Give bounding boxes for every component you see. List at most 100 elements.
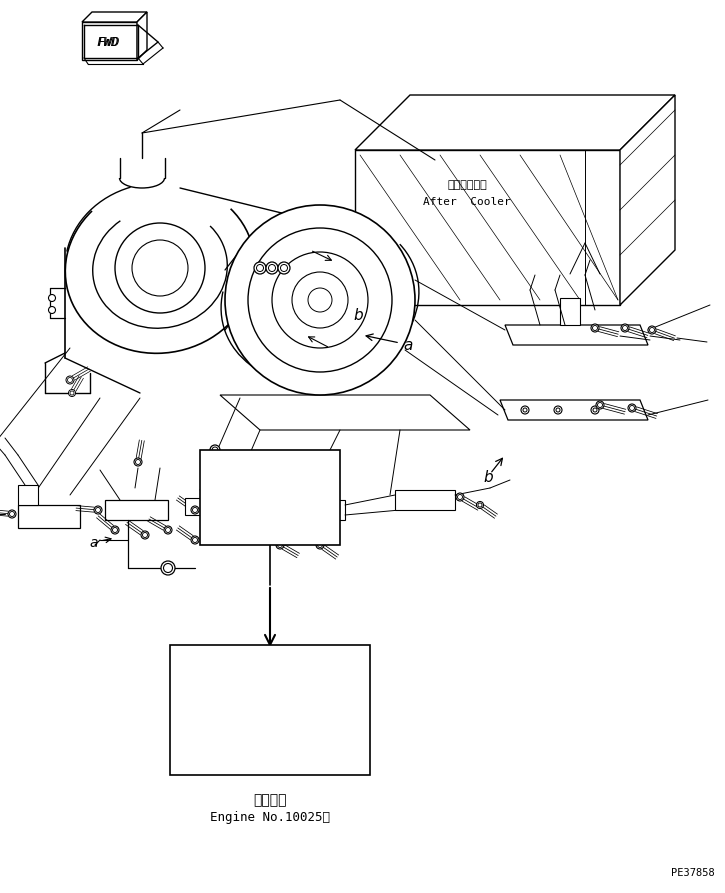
Circle shape bbox=[225, 205, 415, 395]
Polygon shape bbox=[18, 485, 38, 505]
Circle shape bbox=[191, 506, 199, 514]
Polygon shape bbox=[137, 12, 147, 60]
Circle shape bbox=[49, 306, 56, 313]
Circle shape bbox=[621, 324, 629, 332]
Text: FWD: FWD bbox=[96, 36, 119, 48]
Circle shape bbox=[233, 480, 247, 494]
Circle shape bbox=[210, 473, 220, 483]
Polygon shape bbox=[185, 498, 245, 515]
Circle shape bbox=[9, 512, 14, 516]
Circle shape bbox=[132, 240, 188, 296]
Circle shape bbox=[223, 538, 228, 543]
Circle shape bbox=[650, 328, 655, 332]
Circle shape bbox=[266, 262, 278, 274]
Circle shape bbox=[161, 561, 175, 575]
Text: a: a bbox=[89, 536, 98, 550]
Text: a: a bbox=[403, 338, 413, 353]
Circle shape bbox=[115, 223, 205, 313]
Circle shape bbox=[164, 563, 173, 572]
Circle shape bbox=[292, 272, 348, 328]
Circle shape bbox=[276, 541, 284, 549]
Circle shape bbox=[193, 538, 197, 543]
Circle shape bbox=[191, 536, 199, 544]
Circle shape bbox=[278, 262, 290, 274]
Circle shape bbox=[96, 507, 101, 513]
Circle shape bbox=[212, 692, 228, 708]
Circle shape bbox=[593, 408, 597, 412]
Circle shape bbox=[112, 528, 117, 532]
Circle shape bbox=[316, 506, 324, 514]
Circle shape bbox=[70, 391, 74, 395]
Circle shape bbox=[165, 528, 170, 532]
Polygon shape bbox=[355, 150, 620, 305]
Circle shape bbox=[308, 288, 332, 312]
Text: FWD: FWD bbox=[98, 37, 120, 49]
Circle shape bbox=[49, 295, 56, 302]
Circle shape bbox=[268, 264, 276, 271]
Bar bbox=[170, 645, 370, 775]
Circle shape bbox=[318, 543, 323, 547]
Text: 適用号機: 適用号機 bbox=[253, 793, 287, 807]
Circle shape bbox=[66, 376, 74, 384]
Circle shape bbox=[623, 326, 628, 330]
Circle shape bbox=[248, 228, 392, 372]
Circle shape bbox=[476, 502, 484, 508]
Circle shape bbox=[143, 532, 147, 538]
Circle shape bbox=[8, 510, 16, 518]
Circle shape bbox=[223, 507, 228, 513]
Text: b: b bbox=[483, 471, 493, 486]
Circle shape bbox=[164, 526, 172, 534]
Circle shape bbox=[94, 506, 102, 514]
Polygon shape bbox=[395, 490, 455, 510]
Bar bbox=[200, 450, 340, 545]
Text: PE37858: PE37858 bbox=[671, 868, 715, 878]
Circle shape bbox=[521, 406, 529, 414]
Circle shape bbox=[591, 324, 599, 332]
Circle shape bbox=[278, 543, 283, 547]
Circle shape bbox=[141, 531, 149, 539]
Circle shape bbox=[276, 506, 284, 514]
Circle shape bbox=[215, 695, 225, 705]
Circle shape bbox=[210, 445, 220, 455]
Polygon shape bbox=[82, 22, 137, 60]
Circle shape bbox=[592, 326, 597, 330]
Text: アフタクーラ: アフタクーラ bbox=[447, 180, 487, 190]
Circle shape bbox=[254, 262, 266, 274]
Polygon shape bbox=[105, 500, 168, 520]
Circle shape bbox=[236, 482, 244, 491]
Circle shape bbox=[212, 447, 218, 453]
Polygon shape bbox=[560, 298, 580, 325]
Circle shape bbox=[456, 493, 464, 501]
Circle shape bbox=[136, 460, 141, 464]
Polygon shape bbox=[500, 400, 648, 420]
Circle shape bbox=[457, 495, 463, 499]
Circle shape bbox=[278, 507, 283, 513]
Circle shape bbox=[111, 526, 119, 534]
Text: After  Cooler: After Cooler bbox=[423, 197, 511, 207]
Circle shape bbox=[257, 264, 263, 271]
Circle shape bbox=[597, 403, 602, 407]
Text: b: b bbox=[353, 307, 362, 322]
Polygon shape bbox=[220, 395, 470, 430]
Polygon shape bbox=[268, 500, 345, 520]
Circle shape bbox=[221, 536, 229, 544]
Circle shape bbox=[478, 503, 482, 507]
Circle shape bbox=[629, 405, 634, 411]
Text: Engine No.10025～: Engine No.10025～ bbox=[210, 812, 330, 824]
Circle shape bbox=[272, 252, 368, 348]
Circle shape bbox=[316, 541, 324, 549]
Polygon shape bbox=[620, 95, 675, 305]
Circle shape bbox=[648, 326, 656, 334]
Circle shape bbox=[318, 507, 323, 513]
Circle shape bbox=[193, 507, 197, 513]
Polygon shape bbox=[505, 325, 648, 345]
Circle shape bbox=[596, 401, 604, 409]
Circle shape bbox=[556, 408, 560, 412]
Circle shape bbox=[134, 458, 142, 466]
Polygon shape bbox=[355, 95, 675, 150]
Circle shape bbox=[67, 378, 72, 382]
Polygon shape bbox=[18, 505, 80, 528]
Circle shape bbox=[212, 475, 218, 481]
Circle shape bbox=[68, 389, 75, 396]
Polygon shape bbox=[82, 12, 147, 22]
